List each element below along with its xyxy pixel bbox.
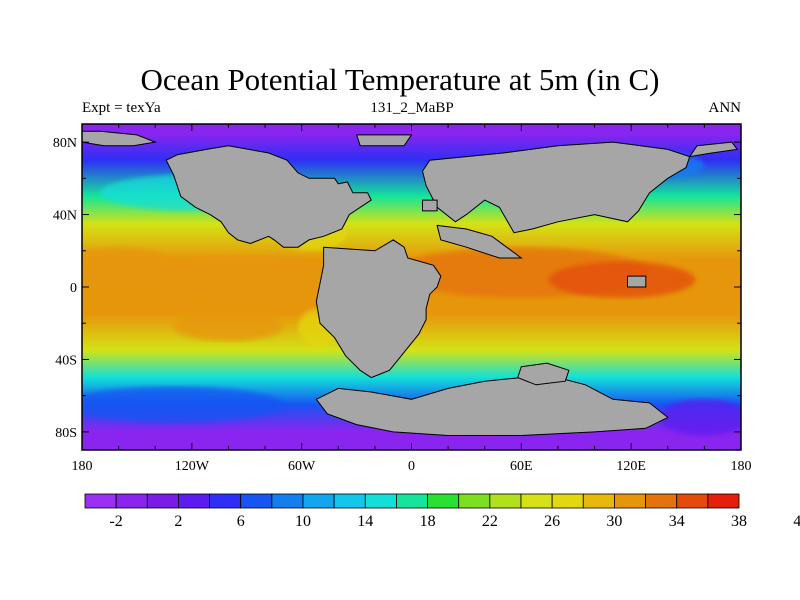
colorbar-box bbox=[364, 493, 397, 509]
colorbar-label: 42 bbox=[793, 513, 800, 530]
colorbar-box bbox=[178, 493, 210, 509]
y-tick-label: 80N bbox=[53, 136, 77, 151]
land-mass bbox=[82, 130, 158, 147]
y-tick-label: 0 bbox=[70, 281, 77, 296]
x-tick-label: 60W bbox=[288, 459, 316, 474]
case-label: 131_2_MaBP bbox=[370, 100, 454, 116]
sst-anomaly bbox=[127, 256, 348, 300]
y-tick-label: 40N bbox=[53, 209, 77, 224]
colorbar-box bbox=[240, 493, 273, 509]
land-mass bbox=[315, 377, 669, 436]
land-mass bbox=[165, 145, 372, 248]
colorbar-label: 22 bbox=[482, 513, 498, 530]
land-mass bbox=[315, 239, 442, 379]
land-mass bbox=[422, 199, 438, 212]
land-mass bbox=[355, 134, 413, 147]
colorbar-box bbox=[676, 493, 709, 509]
experiment-label: Expt = texYa bbox=[82, 100, 161, 116]
colorbar-box bbox=[209, 493, 242, 509]
land-mass bbox=[627, 275, 647, 288]
colorbar-label: 30 bbox=[606, 513, 622, 530]
colorbar-box bbox=[396, 493, 428, 509]
colorbar-box bbox=[614, 493, 646, 509]
x-tick-label: 180 bbox=[72, 459, 93, 474]
colorbar-box bbox=[271, 493, 304, 509]
x-tick-label: 60E bbox=[510, 459, 533, 474]
land-mass bbox=[688, 141, 739, 158]
colorbar-label: 34 bbox=[669, 513, 685, 530]
land-mass bbox=[421, 141, 691, 234]
colorbar-box bbox=[333, 493, 366, 509]
colorbar-box bbox=[551, 493, 584, 509]
colorbar-label: 10 bbox=[295, 513, 311, 530]
sst-anomaly bbox=[658, 399, 741, 436]
colorbar-box bbox=[146, 493, 179, 509]
colorbar-box bbox=[84, 493, 117, 509]
sst-anomaly bbox=[548, 261, 696, 298]
colorbar-box bbox=[582, 493, 615, 509]
land-masks bbox=[82, 130, 739, 436]
x-tick-label: 120W bbox=[175, 459, 210, 474]
y-tick-label: 40S bbox=[55, 353, 77, 368]
colorbar-box bbox=[458, 493, 491, 509]
colorbar-box bbox=[707, 493, 740, 509]
colorbar-label: 18 bbox=[420, 513, 436, 530]
land-mass bbox=[517, 362, 570, 386]
colorbar-box bbox=[427, 493, 460, 509]
plot-title: Ocean Potential Temperature at 5m (in C) bbox=[140, 62, 660, 97]
colorbar-box bbox=[302, 493, 335, 509]
colorbar-box bbox=[115, 493, 148, 509]
y-tick-label: 80S bbox=[55, 426, 77, 441]
x-axis-ticks: 180 120W 60W 0 60E 120E 180 bbox=[72, 124, 752, 474]
colorbar-box bbox=[489, 493, 522, 509]
colorbar-label: 2 bbox=[174, 513, 182, 530]
colorbar-box bbox=[645, 493, 678, 509]
colorbar-label: -2 bbox=[109, 513, 122, 530]
sst-anomaly bbox=[173, 312, 284, 342]
x-tick-label: 0 bbox=[408, 459, 415, 474]
y-axis-ticks: 80N 40N 0 40S 80S bbox=[53, 136, 741, 441]
colorbar: -226101418222630343842 bbox=[84, 493, 800, 530]
x-tick-label: 120E bbox=[616, 459, 646, 474]
colorbar-label: 26 bbox=[544, 513, 560, 530]
season-label: ANN bbox=[708, 100, 742, 116]
x-tick-label: 180 bbox=[731, 459, 752, 474]
colorbar-label: 14 bbox=[357, 513, 373, 530]
land-mass bbox=[436, 224, 523, 259]
colorbar-label: 38 bbox=[731, 513, 747, 530]
sst-anomaly bbox=[82, 386, 284, 423]
colorbar-label: 6 bbox=[237, 513, 245, 530]
colorbar-box bbox=[520, 493, 553, 509]
